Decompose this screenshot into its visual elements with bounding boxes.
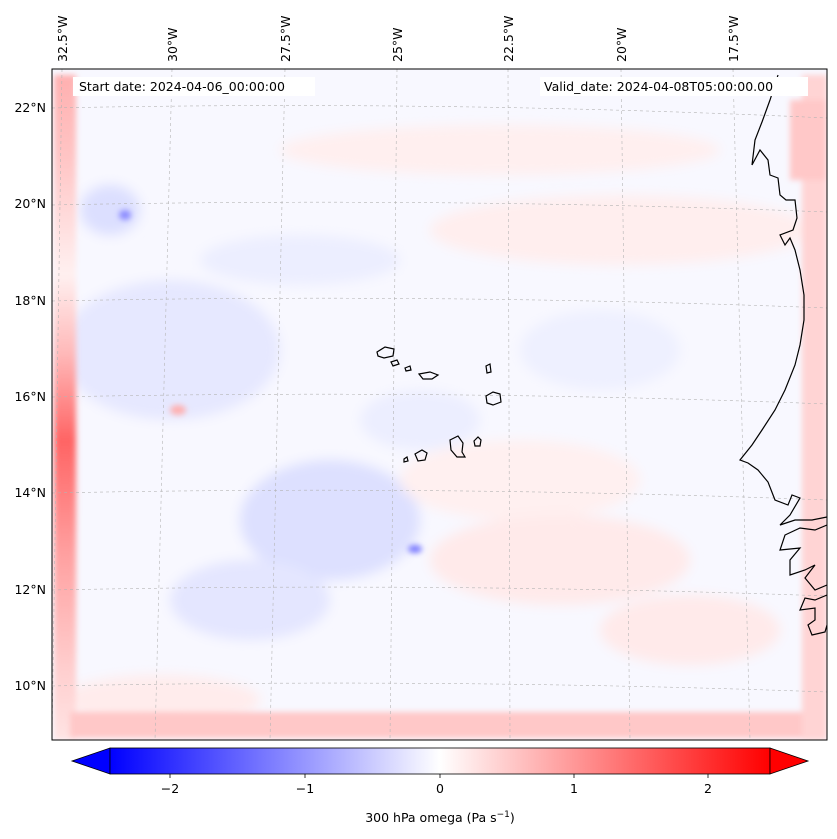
colorbar-tick-labels: −2 −1 0 1 2	[161, 781, 712, 796]
lon-label-27-5w: 27.5°W	[278, 16, 293, 62]
colorbar-title: 300 hPa omega (Pa s−1)	[365, 810, 515, 825]
cape-verde-islands	[376, 346, 502, 463]
colorbar-extend-min	[70, 747, 111, 775]
valid-date-box	[540, 77, 808, 96]
cb-tick-1: 1	[570, 781, 578, 796]
cb-tick-2: 2	[704, 781, 712, 796]
lon-label-17-5w: 17.5°W	[726, 16, 741, 62]
lat-label-22n: 22°N	[14, 100, 46, 115]
start-date-box	[73, 77, 315, 96]
graticule	[52, 69, 827, 740]
lat-label-16n: 16°N	[14, 389, 46, 404]
omega-field-patches	[60, 125, 810, 725]
lat-label-14n: 14°N	[14, 485, 46, 500]
lat-label-18n: 18°N	[14, 293, 46, 308]
colorbar-extend-max	[769, 747, 810, 775]
lon-label-22-5w: 22.5°W	[501, 16, 516, 62]
coastline	[739, 74, 827, 636]
longitude-labels: 32.5°W 30°W 27.5°W 25°W 22.5°W 20°W 17.5…	[55, 16, 741, 62]
colorbar-title-main: 300 hPa omega (Pa s	[365, 810, 496, 825]
lat-label-12n: 12°N	[14, 582, 46, 597]
colorbar-gradient	[109, 747, 771, 775]
cb-tick-neg2: −2	[161, 781, 179, 796]
lon-label-32-5w: 32.5°W	[55, 16, 70, 62]
boundary-artifacts	[54, 75, 827, 740]
lon-label-20w: 20°W	[614, 27, 629, 62]
start-date-label: Start date: 2024-04-06_00:00:00	[79, 79, 285, 94]
valid-date-label: Valid_date: 2024-04-08T05:00:00.00	[544, 79, 773, 94]
map-frame	[51, 68, 828, 741]
cb-tick-neg1: −1	[296, 781, 314, 796]
lat-label-20n: 20°N	[14, 196, 46, 211]
lat-label-10n: 10°N	[14, 678, 46, 693]
cb-tick-0: 0	[436, 781, 444, 796]
colorbar: −2 −1 0 1 2 300 hPa omega (Pa s−1)	[70, 747, 810, 825]
africa-coastline	[739, 74, 827, 526]
colorbar-title-sup: −1	[497, 810, 510, 820]
colorbar-title-close: )	[510, 810, 515, 825]
omega-field	[52, 69, 827, 740]
latitude-labels: 22°N 20°N 18°N 16°N 14°N 12°N 10°N	[14, 100, 46, 693]
colorbar-ticks	[169, 774, 709, 778]
lon-label-25w: 25°W	[390, 27, 405, 62]
lon-label-30w: 30°W	[165, 27, 180, 62]
